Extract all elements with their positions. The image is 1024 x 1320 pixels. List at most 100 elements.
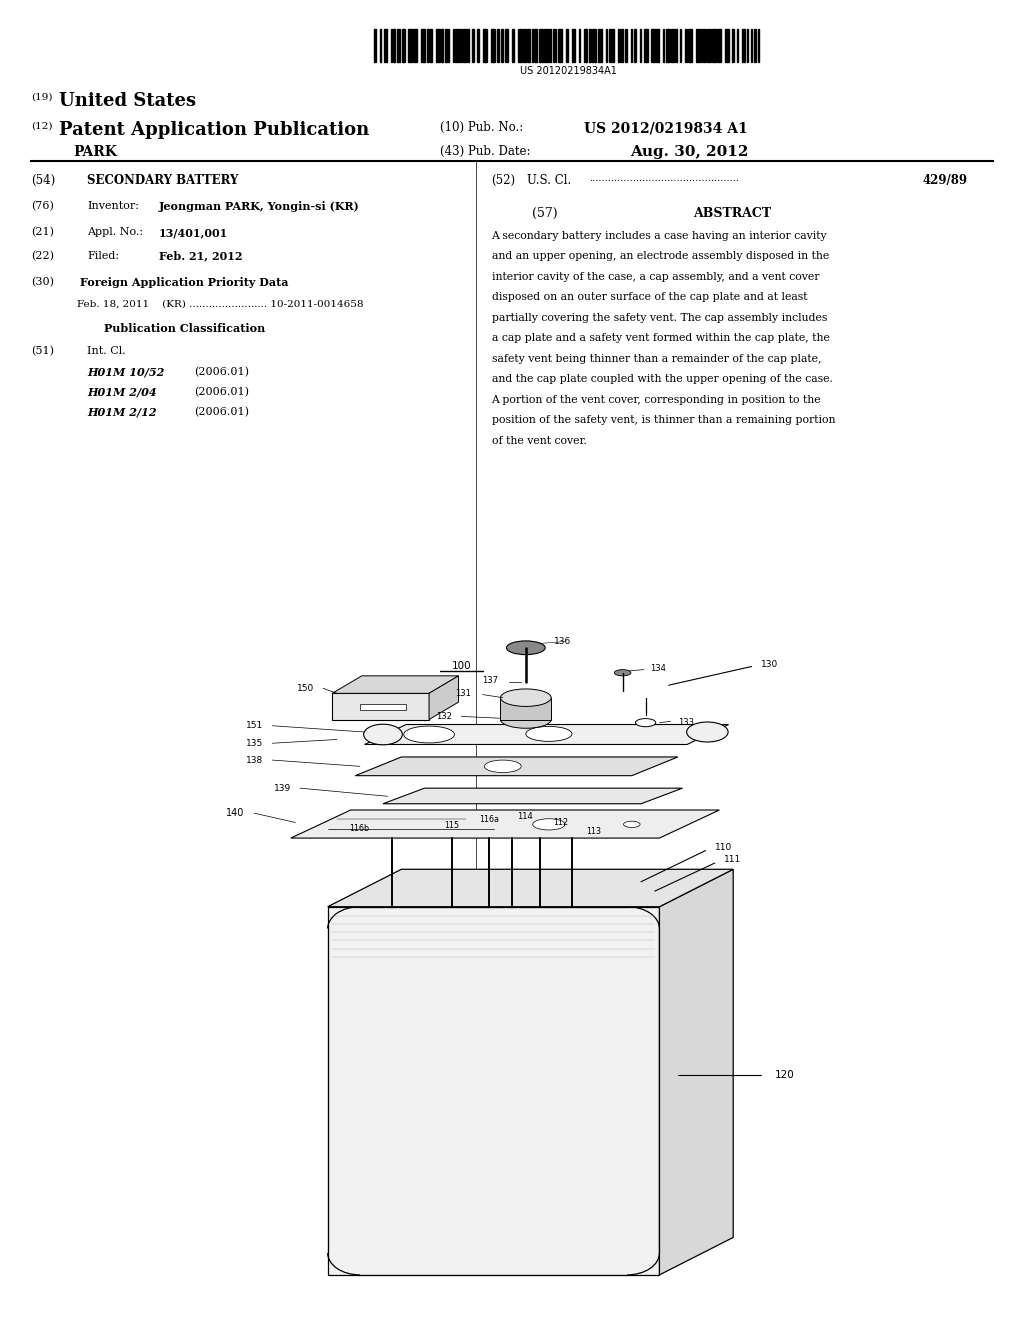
Ellipse shape	[532, 818, 565, 830]
Polygon shape	[659, 870, 733, 1275]
Bar	[742, 29, 744, 62]
Polygon shape	[360, 704, 406, 710]
Text: (22): (22)	[31, 251, 53, 261]
Polygon shape	[501, 698, 551, 719]
Bar	[717, 29, 721, 62]
Text: A portion of the vent cover, corresponding in position to the: A portion of the vent cover, correspondi…	[492, 395, 821, 405]
Bar	[634, 29, 636, 62]
Text: 151: 151	[246, 721, 263, 730]
Bar	[598, 29, 602, 62]
Bar	[754, 29, 756, 62]
Bar	[702, 29, 706, 62]
Bar	[725, 29, 729, 62]
Text: Inventor:: Inventor:	[87, 201, 139, 211]
Bar	[498, 29, 499, 62]
Text: US 20120219834A1: US 20120219834A1	[520, 66, 616, 77]
Text: 111: 111	[724, 855, 741, 865]
Bar	[650, 29, 654, 62]
Text: H01M 2/12: H01M 2/12	[87, 407, 157, 417]
Polygon shape	[365, 725, 729, 744]
Text: Feb. 18, 2011    (KR) ........................ 10-2011-0014658: Feb. 18, 2011 (KR) .....................…	[77, 300, 364, 309]
Text: and the cap plate coupled with the upper opening of the case.: and the cap plate coupled with the upper…	[492, 374, 833, 384]
Bar	[685, 29, 687, 62]
Text: (21): (21)	[31, 227, 53, 238]
Bar	[731, 29, 734, 62]
Text: A secondary battery includes a case having an interior cavity: A secondary battery includes a case havi…	[492, 231, 827, 242]
Polygon shape	[328, 907, 659, 1275]
Text: Publication Classification: Publication Classification	[103, 323, 265, 334]
Bar	[501, 29, 503, 62]
Bar	[402, 29, 406, 62]
Bar	[430, 29, 432, 62]
Text: ABSTRACT: ABSTRACT	[693, 207, 771, 220]
Bar	[618, 29, 620, 62]
Text: interior cavity of the case, a cap assembly, and a vent cover: interior cavity of the case, a cap assem…	[492, 272, 819, 282]
Bar	[397, 29, 399, 62]
Text: 112: 112	[554, 818, 568, 826]
Bar	[463, 29, 467, 62]
Text: 13/401,001: 13/401,001	[159, 227, 228, 238]
Ellipse shape	[636, 718, 655, 727]
Text: H01M 2/04: H01M 2/04	[87, 387, 157, 397]
Bar	[666, 29, 670, 62]
Polygon shape	[383, 788, 683, 804]
Ellipse shape	[526, 726, 572, 742]
Bar	[413, 29, 417, 62]
Ellipse shape	[364, 725, 402, 744]
Text: SECONDARY BATTERY: SECONDARY BATTERY	[87, 174, 239, 187]
Polygon shape	[328, 870, 733, 907]
Bar	[441, 29, 443, 62]
Bar	[408, 29, 412, 62]
Bar	[671, 29, 675, 62]
Bar	[472, 29, 474, 62]
Bar	[539, 29, 543, 62]
Ellipse shape	[614, 669, 631, 676]
Text: (19): (19)	[31, 92, 52, 102]
Text: (57): (57)	[532, 207, 558, 220]
Text: (2006.01): (2006.01)	[195, 367, 250, 378]
Text: 134: 134	[650, 664, 667, 673]
Bar	[384, 29, 387, 62]
Text: (76): (76)	[31, 201, 53, 211]
Text: Feb. 21, 2012: Feb. 21, 2012	[159, 251, 243, 261]
Bar	[566, 29, 568, 62]
Bar	[427, 29, 429, 62]
Ellipse shape	[403, 726, 455, 743]
Bar	[676, 29, 677, 62]
Ellipse shape	[501, 689, 551, 706]
Text: PARK: PARK	[74, 145, 118, 160]
Text: Aug. 30, 2012: Aug. 30, 2012	[630, 145, 749, 160]
Ellipse shape	[484, 760, 521, 772]
Bar	[572, 29, 575, 62]
Text: 115: 115	[444, 821, 460, 830]
Text: (2006.01): (2006.01)	[195, 407, 250, 417]
Bar	[393, 29, 395, 62]
Text: 100: 100	[452, 661, 471, 672]
Text: (30): (30)	[31, 277, 53, 288]
Text: and an upper opening, an electrode assembly disposed in the: and an upper opening, an electrode assem…	[492, 251, 828, 261]
Bar	[709, 29, 711, 62]
Bar	[505, 29, 508, 62]
Bar	[606, 29, 607, 62]
Text: 133: 133	[678, 718, 694, 727]
Text: 131: 131	[455, 689, 471, 698]
Bar	[612, 29, 614, 62]
Text: Appl. No.:: Appl. No.:	[87, 227, 143, 238]
Ellipse shape	[507, 642, 545, 655]
Text: 429/89: 429/89	[923, 174, 968, 187]
Bar	[482, 29, 486, 62]
Bar	[461, 29, 462, 62]
Ellipse shape	[501, 710, 551, 729]
Text: 139: 139	[273, 784, 291, 792]
Bar	[631, 29, 633, 62]
Polygon shape	[355, 756, 678, 776]
Polygon shape	[291, 810, 720, 838]
Bar	[421, 29, 425, 62]
Bar	[609, 29, 610, 62]
Bar	[374, 29, 377, 62]
Bar	[544, 29, 548, 62]
Text: Patent Application Publication: Patent Application Publication	[59, 121, 370, 140]
Text: (12): (12)	[31, 121, 52, 131]
Bar	[558, 29, 562, 62]
Text: U.S. Cl.: U.S. Cl.	[527, 174, 571, 187]
